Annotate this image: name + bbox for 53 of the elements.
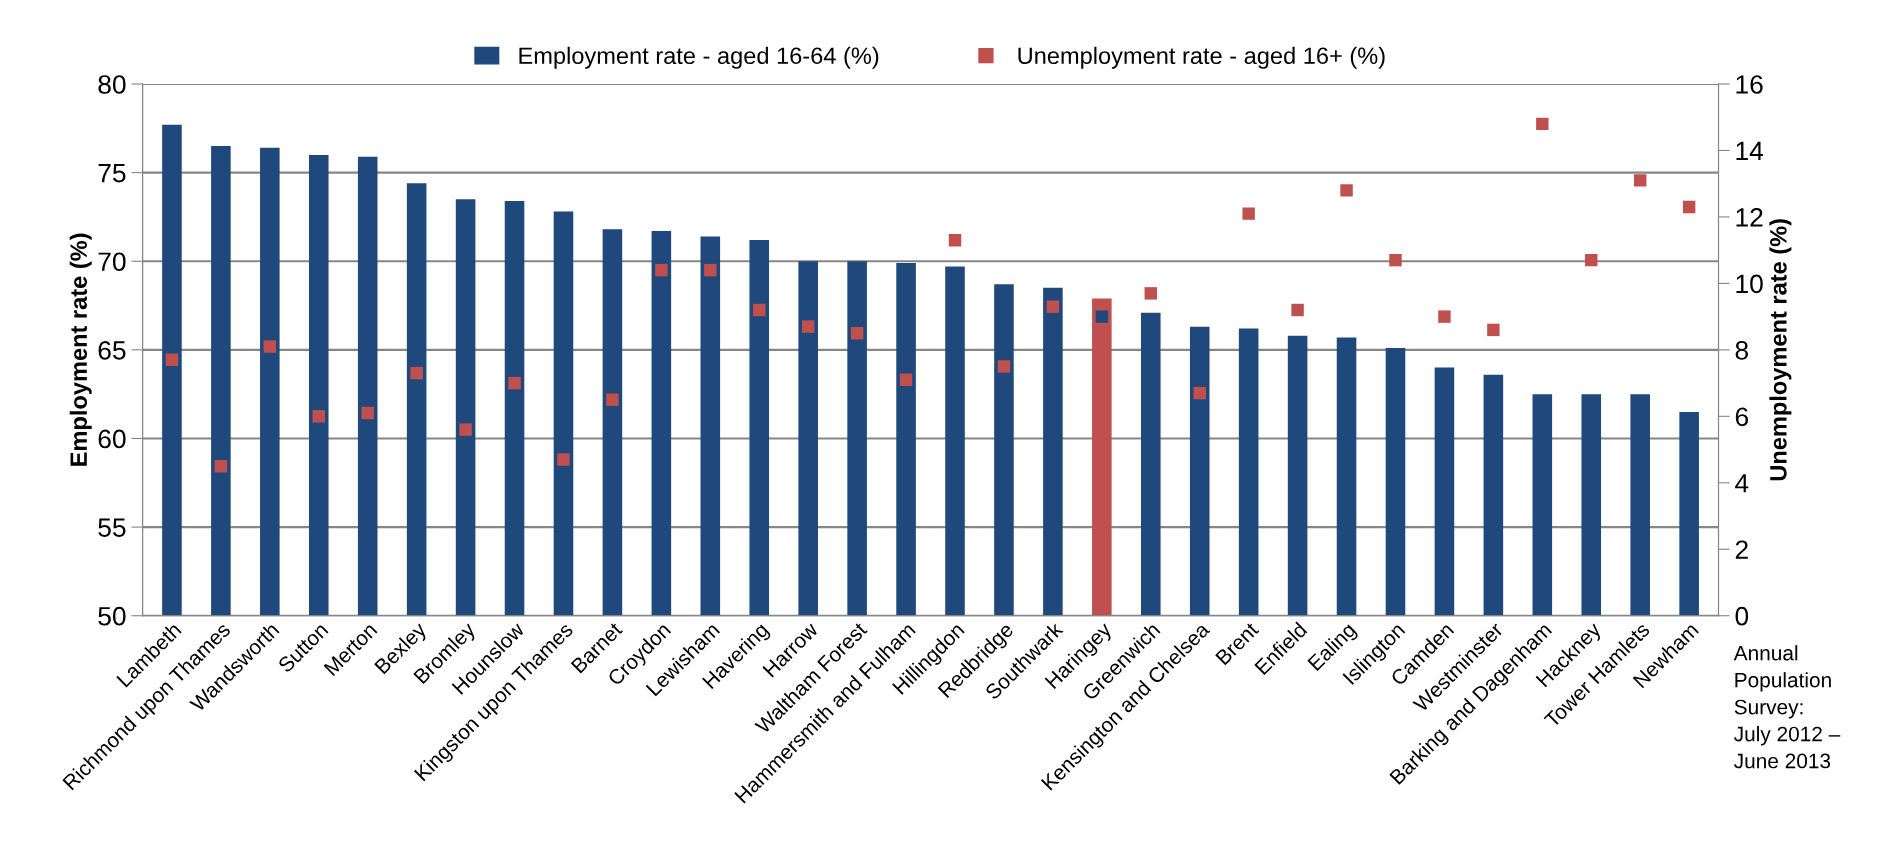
point — [655, 263, 668, 277]
legend-label: Unemployment rate - aged 16+ (%) — [1018, 46, 1385, 69]
point — [606, 393, 619, 406]
point — [1340, 184, 1353, 197]
y-tick-label: 55 — [98, 518, 126, 537]
point — [1144, 287, 1157, 300]
text: Annual Population Survey: July 2012 – June 2013 — [1733, 645, 1841, 769]
y2-axis-title: Unemployment rate (%) — [1769, 219, 1792, 481]
y2-tick-label: 4 — [1735, 474, 1749, 493]
point — [1536, 117, 1549, 131]
point — [263, 340, 277, 353]
point — [214, 459, 228, 473]
y2-tick-label: 8 — [1735, 341, 1748, 360]
point — [361, 406, 374, 420]
y-tick-label: 75 — [98, 164, 126, 183]
point — [1585, 253, 1598, 267]
y2-tick-label: 10 — [1736, 274, 1763, 294]
legend-label: Employment rate - aged 16-64 (%) — [519, 46, 879, 69]
y2-tick-label: 0 — [1735, 606, 1749, 626]
y2-tick-label: 2 — [1735, 540, 1748, 559]
y-axis-title: Employment rate (%) — [69, 233, 92, 466]
y2-tick-label: 16 — [1736, 75, 1763, 94]
point — [1095, 310, 1109, 323]
point — [1487, 323, 1500, 337]
y-tick-label: 80 — [98, 75, 126, 94]
point — [459, 423, 472, 436]
y-tick-label: 70 — [98, 252, 126, 272]
y-tick-label: 60 — [98, 429, 126, 449]
y-tick-label: 50 — [98, 606, 126, 626]
y2-tick-label: 12 — [1736, 208, 1763, 227]
point — [1389, 253, 1402, 267]
point — [312, 410, 325, 423]
y-tick-label: 65 — [98, 341, 126, 360]
point — [997, 360, 1011, 373]
point — [1242, 207, 1255, 220]
y2-tick-label: 6 — [1735, 407, 1748, 427]
point — [899, 373, 913, 386]
y2-tick-label: 14 — [1736, 141, 1764, 161]
point — [850, 327, 864, 340]
point — [1682, 200, 1696, 214]
point — [948, 233, 962, 247]
point — [704, 263, 717, 277]
point — [165, 353, 179, 367]
point — [1046, 300, 1060, 313]
point — [753, 303, 766, 317]
point — [1438, 310, 1451, 323]
point — [508, 376, 521, 390]
point — [801, 320, 815, 333]
point — [1193, 386, 1206, 400]
point — [410, 366, 423, 380]
point — [1633, 174, 1647, 187]
point — [557, 453, 570, 466]
point — [1291, 303, 1304, 317]
